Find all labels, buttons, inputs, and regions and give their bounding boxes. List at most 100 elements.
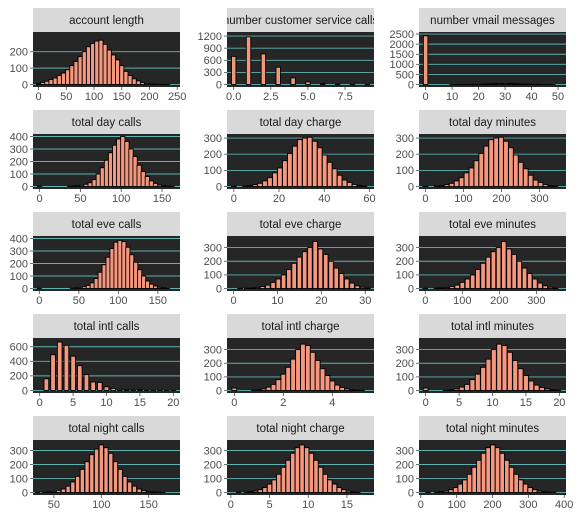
histogram-bar [275, 278, 282, 289]
y-tick-label: 500 [396, 69, 414, 81]
histogram-bar [44, 80, 50, 85]
histogram-bar [265, 284, 271, 289]
y-tick-label: 0 [216, 385, 222, 397]
histogram-bar [301, 137, 308, 188]
y-tick-label: 200 [204, 358, 222, 370]
y-tick-label: 100 [10, 63, 28, 75]
histogram-bar [504, 459, 510, 493]
x-tick-label: 150 [140, 499, 158, 511]
x-tick-label: 150 [153, 193, 171, 205]
facet-title: account length [69, 15, 144, 27]
histogram-bar [319, 368, 326, 391]
y-tick-label: 600 [204, 55, 222, 67]
histogram-bar [349, 282, 355, 289]
histogram-bar [299, 444, 305, 493]
x-tick-label: 50 [48, 499, 60, 511]
x-tick-label: 2 [280, 397, 286, 409]
histogram-bar [508, 466, 515, 493]
histogram-bar [307, 247, 313, 289]
histogram-bar [103, 447, 109, 493]
histogram-bar [464, 278, 471, 289]
histogram-bar [276, 473, 282, 493]
facet-strip [419, 8, 566, 32]
histogram-bar [336, 487, 342, 493]
histogram-bar [454, 284, 460, 289]
histogram-bar [331, 168, 338, 188]
histogram-bar [119, 65, 125, 85]
y-tick-label: 200 [204, 256, 222, 268]
histogram-bar [316, 147, 323, 188]
histogram-bar [542, 184, 549, 188]
histogram-bar [290, 452, 296, 493]
histogram-bar [97, 382, 103, 391]
histogram-bar [231, 55, 237, 86]
histogram-bar [341, 489, 347, 493]
facet-strip [33, 8, 180, 32]
histogram-bar [506, 248, 512, 289]
histogram-bar [351, 184, 358, 188]
histogram-bar [102, 43, 108, 85]
histogram-bar [252, 184, 258, 188]
histogram-bar [77, 56, 83, 85]
histogram-bar [438, 287, 445, 289]
histogram-bar [501, 241, 507, 289]
histogram-bar [301, 251, 308, 289]
x-tick-label: 60 [363, 193, 375, 205]
histogram-bar [508, 147, 514, 188]
histogram-bar [333, 267, 340, 289]
y-tick-label: 0 [216, 283, 222, 295]
histogram-bar [513, 473, 519, 493]
histogram-bar [476, 459, 482, 493]
histogram-bar [280, 466, 287, 493]
histogram-bar [110, 54, 116, 85]
y-tick-label: 600 [10, 342, 28, 354]
histogram-bar [141, 490, 147, 493]
histogram-bar [359, 286, 366, 289]
histogram-bar [449, 286, 455, 289]
histogram-bar [493, 137, 499, 188]
x-tick-label: 200 [492, 193, 510, 205]
histogram-bar [336, 174, 343, 188]
histogram-bar [507, 83, 514, 86]
histogram-bar [69, 65, 75, 85]
histogram-bar [533, 384, 540, 391]
histogram-bar [312, 241, 318, 289]
histogram-bar [245, 36, 252, 86]
histogram-bar [295, 349, 301, 391]
histogram-bar [127, 481, 133, 493]
histogram-bar [98, 39, 104, 85]
y-tick-label: 0 [22, 181, 28, 193]
y-tick-label: 100 [396, 165, 414, 177]
x-tick-label: 0 [231, 193, 237, 205]
histogram-bar [483, 145, 490, 188]
facet-title: total eve charge [260, 219, 342, 231]
facet-title: total day calls [72, 117, 142, 129]
histogram-bar [528, 380, 535, 391]
histogram-bar [314, 360, 321, 391]
histogram-bar [513, 154, 519, 188]
facet-panel: total night charge 0 5 10 15 0 100 200 300 [204, 416, 374, 511]
y-tick-label: 300 [204, 344, 222, 356]
histogram-bar [443, 490, 449, 493]
histogram-bar [438, 185, 445, 188]
histogram-bar [497, 83, 503, 86]
histogram-bar [294, 447, 301, 493]
histogram-bar [499, 452, 505, 493]
histogram-bar [453, 388, 460, 391]
x-tick-label: 30 [499, 91, 511, 103]
y-tick-label: 200 [10, 258, 28, 270]
histogram-bar [272, 172, 278, 188]
histogram-bar [334, 384, 341, 391]
histogram-bar [537, 182, 544, 188]
histogram-bar [444, 287, 450, 289]
x-tick-label: 100 [109, 295, 127, 307]
x-tick-label: 40 [318, 193, 330, 205]
histogram-bar [474, 373, 481, 391]
y-tick-label: 200 [10, 47, 28, 59]
histogram-bar [65, 69, 71, 85]
histogram-bar [517, 161, 524, 188]
y-tick-label: 0 [22, 487, 28, 499]
y-tick-label: 300 [204, 133, 222, 145]
histogram-bar [73, 61, 79, 85]
histogram-bar [471, 466, 477, 493]
